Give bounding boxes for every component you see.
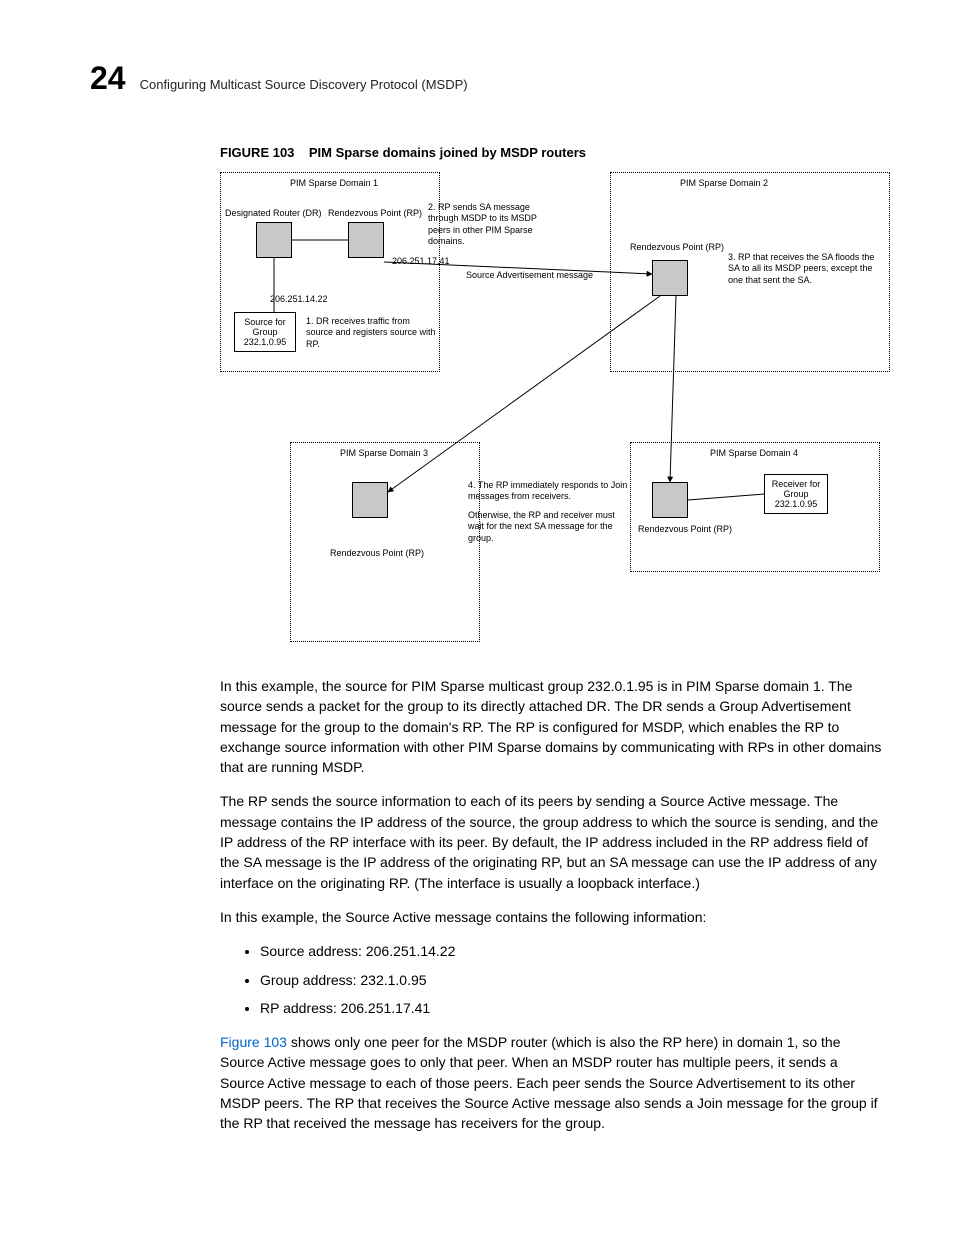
domain-label-d4: PIM Sparse Domain 4 [710, 448, 798, 458]
node-rp2 [652, 260, 688, 296]
domain-label-d2: PIM Sparse Domain 2 [680, 178, 768, 188]
receiver-box: Receiver forGroup232.1.0.95 [764, 474, 828, 514]
annotation-a4: 4. The RP immediately responds to Join m… [468, 480, 628, 503]
node-rp3 [352, 482, 388, 518]
body-text: In this example, the source for PIM Spar… [220, 676, 884, 1134]
annotation-a1: 1. DR receives traffic from source and r… [306, 316, 436, 350]
bullet-group-address: Group address: 232.1.0.95 [260, 970, 884, 990]
page: 24 Configuring Multicast Source Discover… [0, 0, 954, 1235]
page-header: 24 Configuring Multicast Source Discover… [90, 60, 894, 97]
ip-label-1: 206.251.14.22 [270, 294, 328, 304]
info-bullet-list: Source address: 206.251.14.22 Group addr… [220, 941, 884, 1018]
annotation-a4b: Otherwise, the RP and receiver must wait… [468, 510, 628, 544]
bullet-source-address: Source address: 206.251.14.22 [260, 941, 884, 961]
diagram-container: PIM Sparse Domain 1 PIM Sparse Domain 2 PI… [220, 172, 894, 652]
annotation-a3: 3. RP that receives the SA floods the SA… [728, 252, 878, 286]
node-label-rp3: Rendezvous Point (RP) [330, 548, 424, 558]
paragraph-2: The RP sends the source information to e… [220, 791, 884, 892]
ip-label-0: 206.251.17.41 [392, 256, 450, 266]
figure-103-link[interactable]: Figure 103 [220, 1034, 287, 1050]
paragraph-4: Figure 103 shows only one peer for the M… [220, 1032, 884, 1133]
figure-caption: FIGURE 103 PIM Sparse domains joined by … [220, 145, 894, 160]
msdp-diagram: PIM Sparse Domain 1 PIM Sparse Domain 2 PI… [220, 172, 900, 652]
node-label-rp2: Rendezvous Point (RP) [630, 242, 724, 252]
node-rp4 [652, 482, 688, 518]
node-rp1 [348, 222, 384, 258]
annotation-a2: 2. RP sends SA message through MSDP to i… [428, 202, 548, 247]
paragraph-3: In this example, the Source Active messa… [220, 907, 884, 927]
annotation-sa: Source Advertisement message [466, 270, 616, 281]
node-label-rp1: Rendezvous Point (RP) [328, 208, 422, 218]
domain-d3 [290, 442, 480, 642]
node-dr [256, 222, 292, 258]
paragraph-4-rest: shows only one peer for the MSDP router … [220, 1034, 878, 1131]
bullet-rp-address: RP address: 206.251.17.41 [260, 998, 884, 1018]
domain-label-d3: PIM Sparse Domain 3 [340, 448, 428, 458]
chapter-title: Configuring Multicast Source Discovery P… [140, 77, 468, 92]
node-label-dr: Designated Router (DR) [225, 208, 322, 218]
paragraph-1: In this example, the source for PIM Spar… [220, 676, 884, 777]
node-label-rp4: Rendezvous Point (RP) [638, 524, 732, 534]
figure-label: FIGURE 103 [220, 145, 294, 160]
source-box: Source forGroup232.1.0.95 [234, 312, 296, 352]
chapter-number: 24 [90, 60, 126, 97]
domain-label-d1: PIM Sparse Domain 1 [290, 178, 378, 188]
figure-caption-text: PIM Sparse domains joined by MSDP router… [309, 145, 586, 160]
